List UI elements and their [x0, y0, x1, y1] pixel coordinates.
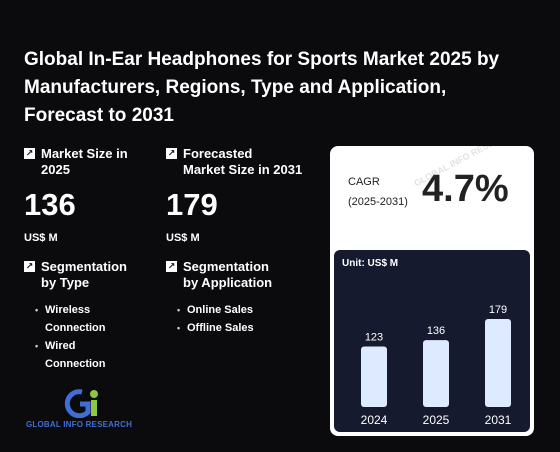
market-size-value: 136: [24, 187, 76, 222]
bar-chart: Unit: US$ M 123 2024 136 2025 179 2031: [334, 250, 530, 432]
arrow-up-right-icon: ↗: [24, 148, 35, 159]
arrow-up-right-icon: ↗: [166, 148, 177, 159]
chart-unit-label: Unit: US$ M: [342, 258, 399, 269]
cagr-value: 4.7%: [422, 168, 509, 210]
list-item: • Offline Sales: [177, 319, 272, 337]
data-label-2025: 136: [427, 325, 445, 337]
cagr-panel: GLOBAL INFO RESEARCH CAGR (2025-2031) 4.…: [330, 146, 534, 436]
x-tick-label-2031: 2031: [485, 413, 512, 427]
list-item: Connection: [45, 358, 106, 370]
list-item: Connection: [45, 322, 106, 334]
data-label-2031: 179: [489, 304, 507, 316]
bullet-icon: •: [35, 305, 39, 315]
arrow-up-right-icon: ↗: [24, 261, 35, 272]
x-tick-label-2025: 2025: [423, 413, 450, 427]
logo-mark-icon: [64, 389, 98, 418]
list-item: • Wired: [35, 337, 127, 355]
market-size-unit: US$ M: [24, 232, 58, 244]
bar-2031: [485, 319, 511, 407]
arrow-up-right-icon: ↗: [166, 261, 177, 272]
market-size-stat: ↗ Market Size in 2025 136 US$ M: [24, 146, 128, 244]
bullet-icon: •: [177, 323, 181, 333]
list-item: • Online Sales: [177, 301, 272, 319]
forecast-size-label: Forecasted Market Size in 2031: [183, 146, 303, 177]
segmentation-by-application: ↗ Segmentation by Application • Online Sa…: [166, 259, 272, 337]
bar-chart-svg: 123 2024 136 2025 179 2031: [361, 304, 512, 427]
data-label-2024: 123: [365, 332, 383, 344]
segmentation-type-label: Segmentation by Type: [41, 259, 127, 290]
segmentation-application-label: Segmentation by Application: [183, 259, 273, 290]
forecast-size-stat: ↗ Forecasted Market Size in 2031 179 US$…: [166, 146, 302, 244]
market-size-label: Market Size in 2025: [41, 146, 128, 177]
bullet-icon: •: [35, 341, 39, 351]
application-list: • Online Sales • Offline Sales: [177, 301, 272, 337]
bar-2024: [361, 346, 387, 407]
segmentation-by-type: ↗ Segmentation by Type • Wireless Connect…: [24, 259, 127, 373]
forecast-size-unit: US$ M: [166, 232, 200, 244]
page-title: Global In-Ear Headphones for Sports Mark…: [24, 49, 500, 126]
bar-2025: [423, 340, 449, 407]
logo-text: GLOBAL INFO RESEARCH: [26, 420, 133, 429]
forecast-size-value: 179: [166, 187, 218, 222]
bullet-icon: •: [177, 305, 181, 315]
cagr-label: CAGR (2025-2031): [348, 176, 408, 208]
list-item: • Wireless: [35, 301, 127, 319]
type-list: • Wireless Connection • Wired Connection: [35, 301, 127, 373]
x-tick-label-2024: 2024: [361, 413, 388, 427]
company-logo: GLOBAL INFO RESEARCH: [26, 388, 146, 432]
